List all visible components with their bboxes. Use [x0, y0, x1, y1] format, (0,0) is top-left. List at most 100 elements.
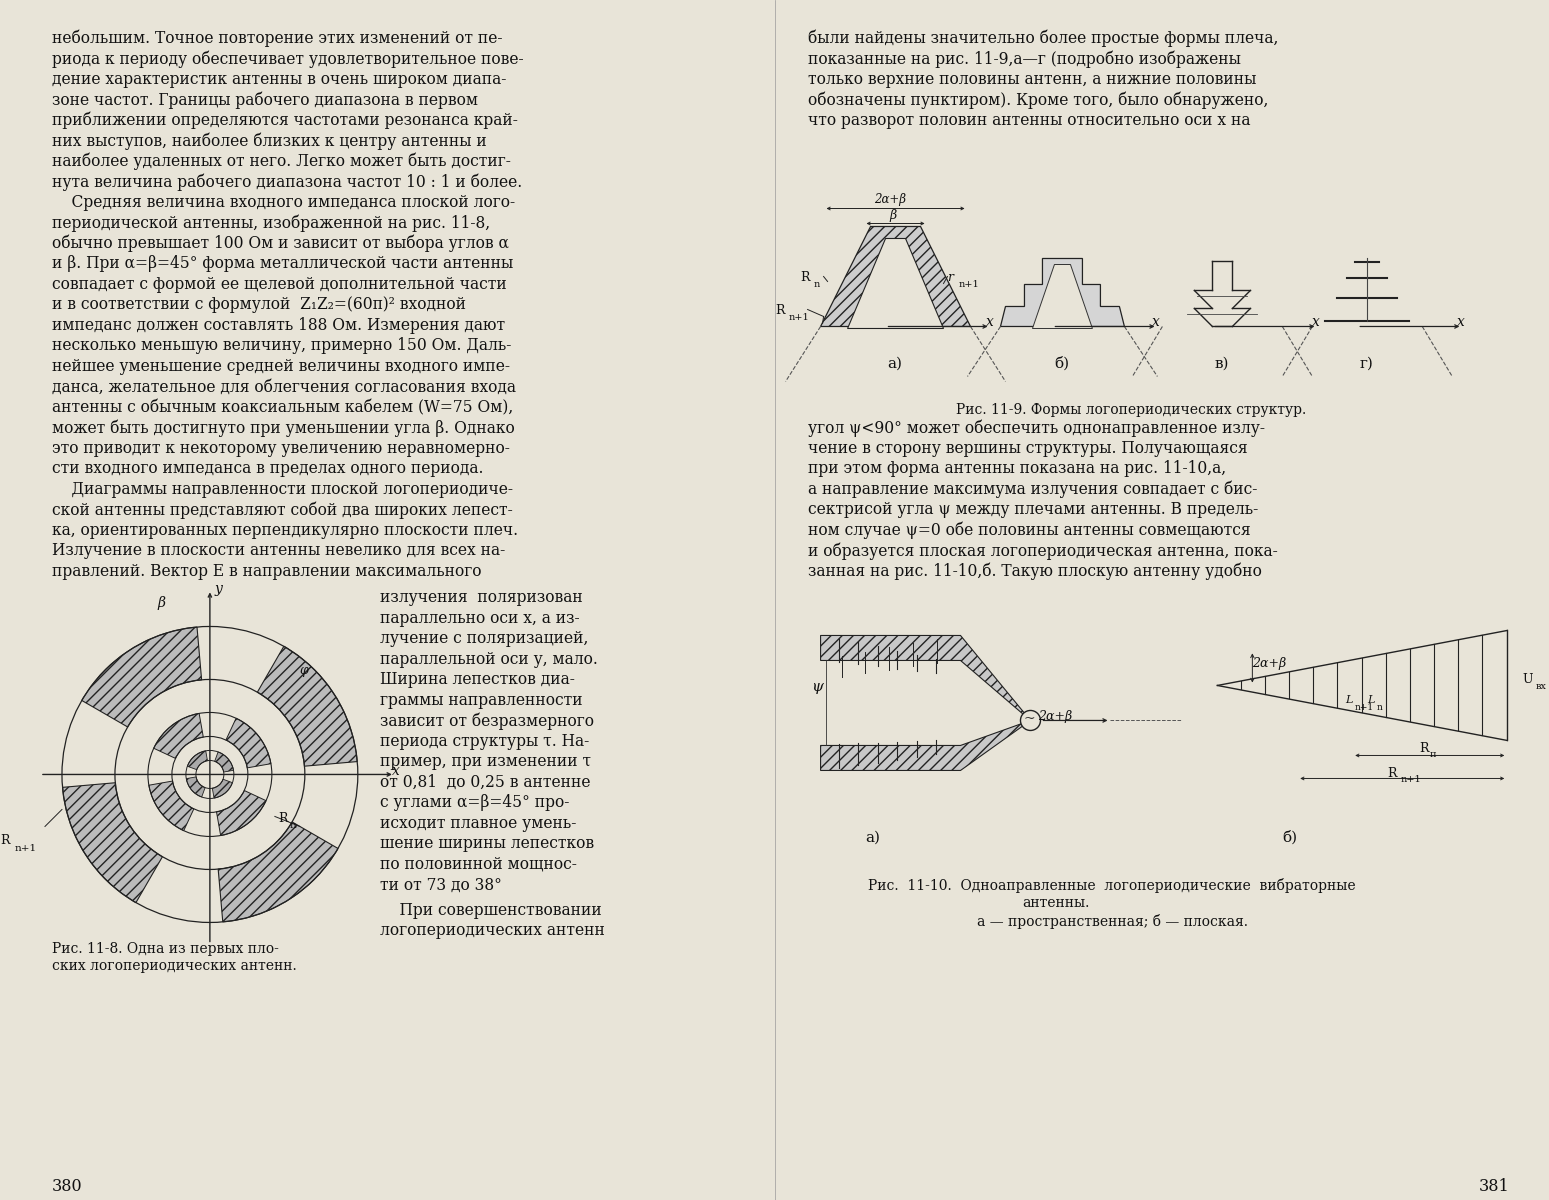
Wedge shape — [215, 752, 234, 772]
Text: при этом форма антенны показана на рис. 11-10,а,: при этом форма антенны показана на рис. … — [807, 461, 1225, 478]
Text: небольшим. Точное повторение этих изменений от пе-: небольшим. Точное повторение этих измене… — [53, 30, 502, 48]
Text: логопериодических антенн: логопериодических антенн — [380, 923, 604, 940]
Text: x: x — [1152, 316, 1160, 330]
Text: может быть достигнуто при уменьшении угла β. Однако: может быть достигнуто при уменьшении угл… — [53, 420, 514, 437]
Text: n: n — [290, 822, 296, 830]
Wedge shape — [186, 776, 204, 797]
Text: показанные на рис. 11-9,а—г (подробно изображены: показанные на рис. 11-9,а—г (подробно из… — [807, 50, 1241, 68]
Text: x: x — [985, 316, 993, 330]
Text: правлений. Вектор Е в направлении максимального: правлений. Вектор Е в направлении максим… — [53, 563, 482, 580]
Text: ψ: ψ — [810, 680, 823, 695]
Text: n+1: n+1 — [15, 845, 37, 853]
Text: б): б) — [1055, 356, 1069, 371]
Text: R: R — [776, 305, 785, 318]
Text: что разворот половин антенны относительно оси х на: что разворот половин антенны относительн… — [807, 112, 1250, 128]
Wedge shape — [257, 647, 358, 766]
Text: излучения  поляризован: излучения поляризован — [380, 589, 582, 606]
Text: n+1: n+1 — [788, 313, 809, 323]
Text: ти от 73 до 38°: ти от 73 до 38° — [380, 876, 502, 894]
Text: β: β — [158, 596, 166, 611]
Text: вх: вх — [1535, 683, 1546, 691]
Text: y: y — [215, 582, 223, 596]
Text: в): в) — [1214, 356, 1228, 371]
Text: пример, при изменении τ: пример, при изменении τ — [380, 754, 590, 770]
Text: ской антенны представляют собой два широких лепест-: ской антенны представляют собой два широ… — [53, 502, 513, 518]
Text: обозначены пунктиром). Кроме того, было обнаружено,: обозначены пунктиром). Кроме того, было … — [807, 91, 1269, 109]
Text: г): г) — [1360, 356, 1372, 371]
Text: r: r — [948, 271, 954, 284]
Text: нейшее уменьшение средней величины входного импе-: нейшее уменьшение средней величины входн… — [53, 358, 510, 374]
Wedge shape — [187, 751, 208, 769]
Text: параллельно оси х, а из-: параллельно оси х, а из- — [380, 610, 579, 626]
Text: R: R — [0, 834, 9, 847]
Text: нута величина рабочего диапазона частот 10 : 1 и более.: нута величина рабочего диапазона частот … — [53, 174, 522, 191]
Text: лучение с поляризацией,: лучение с поляризацией, — [380, 630, 589, 648]
Text: были найдены значительно более простые формы плеча,: были найдены значительно более простые ф… — [807, 30, 1278, 48]
Text: U: U — [1523, 673, 1532, 686]
Wedge shape — [62, 782, 163, 902]
Text: ка, ориентированных перпендикулярно плоскости плеч.: ка, ориентированных перпендикулярно плос… — [53, 522, 517, 539]
Text: n: n — [1377, 703, 1382, 713]
Text: x: x — [1458, 316, 1465, 330]
Text: 2α+β: 2α+β — [874, 193, 906, 206]
Text: импеданс должен составлять 188 Ом. Измерения дают: импеданс должен составлять 188 Ом. Измер… — [53, 317, 505, 334]
Text: угол ψ<90° может обеспечить однонаправленное излу-: угол ψ<90° может обеспечить однонаправле… — [807, 420, 1264, 437]
Text: них выступов, наиболее близких к центру антенны и: них выступов, наиболее близких к центру … — [53, 132, 486, 150]
Text: L: L — [1345, 696, 1352, 706]
Text: R: R — [1388, 768, 1397, 780]
Text: β: β — [889, 210, 897, 222]
Wedge shape — [212, 779, 232, 798]
Text: зависит от безразмерного: зависит от безразмерного — [380, 713, 593, 730]
Text: 380: 380 — [53, 1178, 82, 1195]
Text: R: R — [801, 271, 810, 284]
Text: сектрисой угла ψ между плечами антенны. В предель-: сектрисой угла ψ между плечами антенны. … — [807, 502, 1258, 518]
Polygon shape — [821, 636, 1030, 720]
Polygon shape — [821, 227, 971, 326]
Polygon shape — [1001, 258, 1125, 326]
Text: Ширина лепестков диа-: Ширина лепестков диа- — [380, 672, 575, 689]
Circle shape — [1021, 710, 1041, 731]
Text: граммы направленности: граммы направленности — [380, 692, 582, 709]
Text: а — пространственная; б — плоская.: а — пространственная; б — плоская. — [977, 914, 1248, 930]
Text: L: L — [1368, 696, 1374, 706]
Text: n+1: n+1 — [959, 281, 979, 289]
Text: φ: φ — [301, 665, 308, 678]
Wedge shape — [153, 714, 203, 758]
Text: антенны с обычным коаксиальным кабелем (W=75 Ом),: антенны с обычным коаксиальным кабелем (… — [53, 398, 513, 416]
Text: это приводит к некоторому увеличению неравномерно-: это приводит к некоторому увеличению нер… — [53, 440, 510, 457]
Text: дение характеристик антенны в очень широком диапа-: дение характеристик антенны в очень широ… — [53, 71, 507, 88]
Text: шение ширины лепестков: шение ширины лепестков — [380, 835, 593, 852]
Text: с углами α=β=45° про-: с углами α=β=45° про- — [380, 794, 568, 811]
Text: x: x — [392, 764, 400, 779]
Wedge shape — [82, 628, 201, 727]
Text: n: n — [813, 281, 819, 289]
Polygon shape — [821, 720, 1030, 770]
Text: данса, желательное для облегчения согласования входа: данса, желательное для облегчения соглас… — [53, 378, 516, 396]
Text: только верхние половины антенн, а нижние половины: только верхние половины антенн, а нижние… — [807, 71, 1256, 88]
Text: Рис.  11-10.  Одноаправленные  логопериодические  вибраторные: Рис. 11-10. Одноаправленные логопериодич… — [867, 878, 1355, 894]
Text: n+1: n+1 — [1354, 703, 1374, 713]
Text: периодической антенны, изображенной на рис. 11-8,: периодической антенны, изображенной на р… — [53, 215, 489, 232]
Text: исходит плавное умень-: исходит плавное умень- — [380, 815, 576, 832]
Wedge shape — [149, 781, 194, 830]
Text: риода к периоду обеспечивает удовлетворительное пове-: риода к периоду обеспечивает удовлетвори… — [53, 50, 524, 68]
Text: и образуется плоская логопериодическая антенна, пока-: и образуется плоская логопериодическая а… — [807, 542, 1278, 560]
Text: наиболее удаленных от него. Легко может быть достиг-: наиболее удаленных от него. Легко может … — [53, 152, 511, 170]
Text: 381: 381 — [1479, 1178, 1510, 1195]
Text: сти входного импеданса в пределах одного периода.: сти входного импеданса в пределах одного… — [53, 461, 483, 478]
Wedge shape — [218, 822, 338, 922]
Text: Излучение в плоскости антенны невелико для всех на-: Излучение в плоскости антенны невелико д… — [53, 542, 505, 559]
Text: x: x — [1312, 316, 1320, 330]
Text: n+1: n+1 — [1400, 775, 1420, 785]
Polygon shape — [1033, 264, 1092, 329]
Text: ном случае ψ=0 обе половины антенны совмещаются: ном случае ψ=0 обе половины антенны совм… — [807, 522, 1250, 540]
Text: и β. При α=β=45° форма металлической части антенны: и β. При α=β=45° форма металлической час… — [53, 256, 513, 272]
Text: по половинной мощнос-: по половинной мощнос- — [380, 856, 576, 872]
Text: чение в сторону вершины структуры. Получающаяся: чение в сторону вершины структуры. Получ… — [807, 440, 1247, 457]
Text: приближении определяются частотами резонанса край-: приближении определяются частотами резон… — [53, 112, 517, 130]
Text: а направление максимума излучения совпадает с бис-: а направление максимума излучения совпад… — [807, 481, 1256, 498]
Text: 2α+β: 2α+β — [1038, 710, 1073, 724]
Text: R: R — [277, 812, 288, 826]
Wedge shape — [217, 791, 266, 835]
Text: от 0,81  до 0,25 в антенне: от 0,81 до 0,25 в антенне — [380, 774, 590, 791]
